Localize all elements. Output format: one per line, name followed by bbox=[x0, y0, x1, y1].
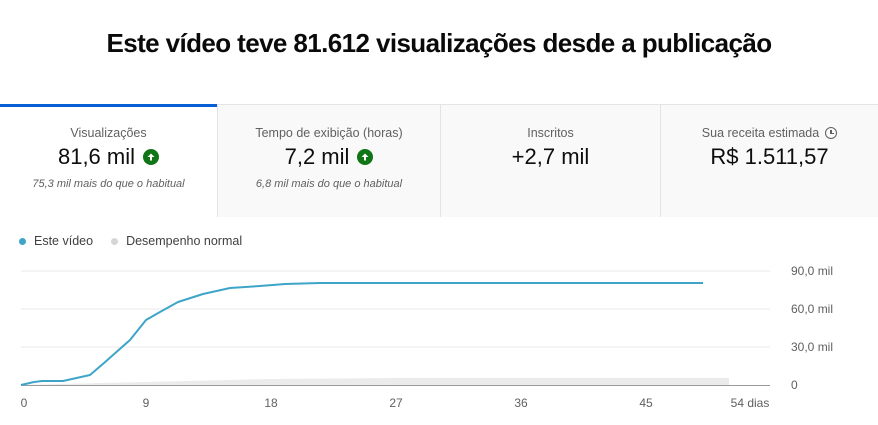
x-tick-label: 45 bbox=[639, 396, 653, 410]
legend-normal-performance: Desempenho normal bbox=[111, 234, 242, 248]
y-tick-label: 60,0 mil bbox=[791, 302, 834, 316]
page-title: Este vídeo teve 81.612 visualizações des… bbox=[106, 28, 772, 58]
legend-this-video: Este vídeo bbox=[19, 234, 93, 248]
arrow-up-icon bbox=[357, 149, 374, 165]
x-tick-label: 18 bbox=[264, 396, 278, 410]
legend-label: Este vídeo bbox=[34, 234, 94, 248]
tab-value-text: 81,6 mil bbox=[57, 144, 136, 169]
legend-dot-icon bbox=[111, 237, 119, 245]
clock-icon[interactable] bbox=[825, 127, 838, 139]
tab-value-text: R$ 1.511,57 bbox=[710, 144, 829, 169]
tab-label: Sua receita estimada bbox=[661, 126, 878, 140]
x-tick-label: 54 dias bbox=[730, 396, 770, 410]
legend-label: Desempenho normal bbox=[126, 234, 243, 248]
tab-subtext: 6,8 mil mais do que o habitual bbox=[255, 178, 403, 190]
chart-legend: Este vídeo Desempenho normal bbox=[19, 234, 242, 248]
gridlines bbox=[21, 270, 770, 348]
y-tick-label: 0 bbox=[791, 378, 798, 392]
tab-label: Visualizações bbox=[70, 126, 147, 140]
metric-tabs: Visualizações 81,6 mil 75,3 mil mais do … bbox=[0, 104, 878, 217]
tab-label-text: Sua receita estimada bbox=[701, 126, 820, 140]
arrow-up-icon bbox=[143, 149, 160, 165]
tab-value-text: 7,2 mil bbox=[284, 144, 350, 169]
x-tick-label: 9 bbox=[142, 396, 150, 410]
tab-views[interactable]: Visualizações 81,6 mil 75,3 mil mais do … bbox=[0, 104, 217, 217]
legend-dot-icon bbox=[19, 237, 26, 245]
x-tick-label: 0 bbox=[20, 396, 28, 410]
tab-value: 7,2 mil bbox=[218, 144, 440, 170]
tab-value-text: +2,7 mil bbox=[511, 144, 590, 169]
y-tick-label: 90,0 mil bbox=[791, 264, 834, 278]
tab-value: +2,7 mil bbox=[441, 144, 660, 170]
tab-watch-time[interactable]: Tempo de exibição (horas) 7,2 mil 6,8 mi… bbox=[217, 105, 440, 217]
x-tick-label: 36 bbox=[514, 396, 528, 410]
x-tick-label: 27 bbox=[389, 396, 403, 410]
this-video-series bbox=[20, 282, 703, 386]
y-tick-label: 30,0 mil bbox=[791, 340, 834, 354]
normal-performance-band bbox=[21, 378, 729, 385]
tab-subtext: 75,3 mil mais do que o habitual bbox=[32, 178, 185, 190]
tab-value: 81,6 mil bbox=[0, 144, 217, 170]
tab-subscribers[interactable]: Inscritos +2,7 mil bbox=[440, 105, 660, 217]
tab-value: R$ 1.511,57 bbox=[661, 144, 878, 170]
line-chart bbox=[20, 270, 770, 386]
tab-estimated-revenue[interactable]: Sua receita estimada R$ 1.511,57 bbox=[660, 105, 878, 217]
tab-label: Tempo de exibição (horas) bbox=[255, 126, 403, 140]
tab-label: Inscritos bbox=[527, 126, 574, 140]
